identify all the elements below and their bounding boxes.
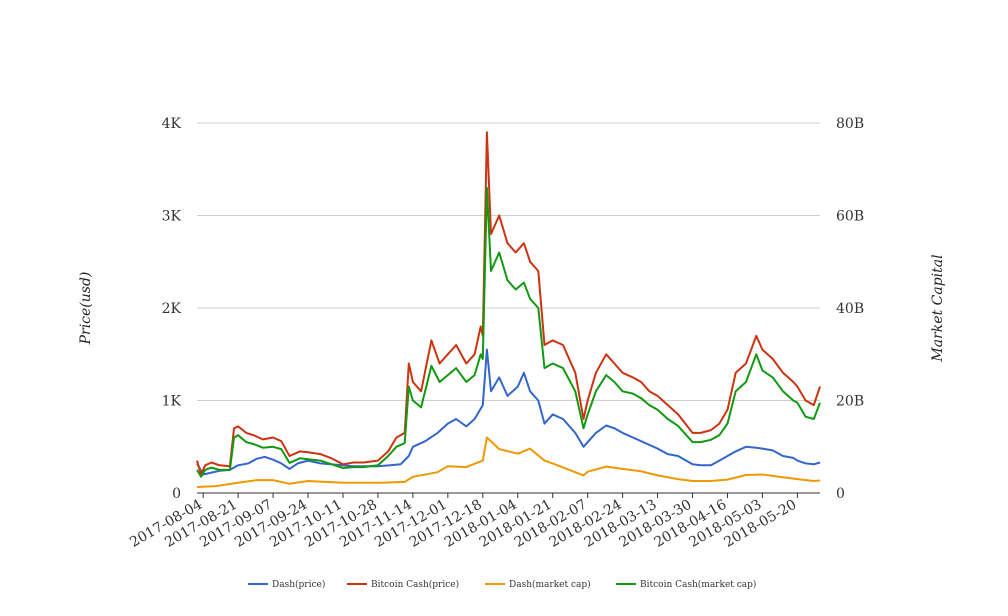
y-tick-label: 2K [162, 301, 182, 317]
series-line-dash-market-cap [196, 436, 821, 488]
y-tick-label: 0 [172, 486, 181, 502]
x-axis-ticks: 2017-08-042017-08-212017-09-072017-09-24… [127, 493, 799, 551]
y-tick-label: 1K [162, 394, 182, 410]
grid-layer [197, 122, 820, 494]
legend-label: Bitcoin Cash(market cap) [640, 579, 756, 590]
legend-label: Dash(market cap) [509, 579, 591, 590]
series-line-dash-price [196, 348, 821, 476]
y2-tick-label: 0 [836, 486, 845, 502]
left-y-axis-title: Price(usd) [78, 272, 94, 346]
series-line-bitcoin-cash-market-cap [196, 186, 821, 478]
legend: Dash(price) Bitcoin Cash(price) Dash(marke… [248, 579, 756, 590]
y-tick-label: 4K [162, 116, 182, 132]
series-layer [196, 131, 821, 488]
y2-tick-label: 60B [836, 209, 864, 225]
series-line-bitcoin-cash-price [196, 131, 821, 476]
y2-tick-label: 40B [836, 301, 864, 317]
left-y-axis-ticks: 0 1K 2K 3K 4K [162, 116, 182, 502]
y-tick-label: 3K [162, 209, 182, 225]
right-y-axis-ticks: 0 20B 40B 60B 80B [836, 116, 864, 502]
y2-tick-label: 80B [836, 116, 864, 132]
y2-tick-label: 20B [836, 394, 864, 410]
right-y-axis-title: Market Capital [930, 254, 946, 362]
legend-label: Dash(price) [272, 579, 325, 590]
legend-label: Bitcoin Cash(price) [371, 579, 459, 590]
